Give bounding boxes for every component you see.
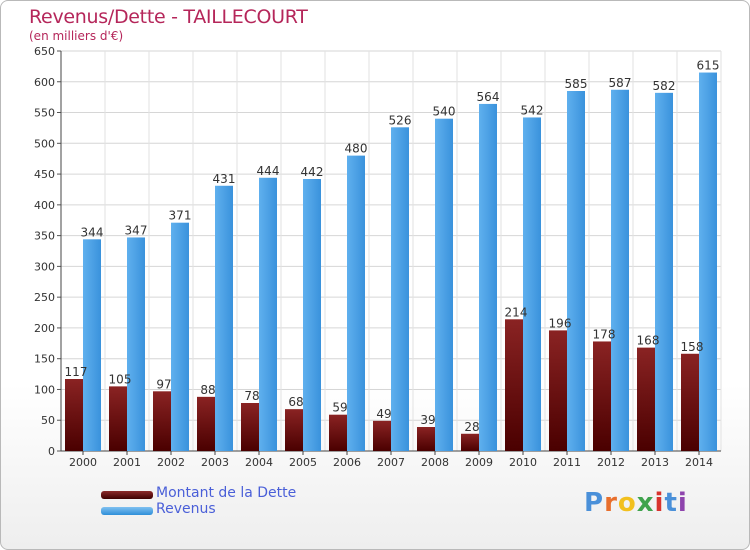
x-tick-label-2005: 2005 xyxy=(289,456,317,469)
x-tick-label-2004: 2004 xyxy=(245,456,273,469)
legend-label-debt: Montant de la Dette xyxy=(156,485,297,501)
bar-revenue-2009 xyxy=(479,103,497,451)
legend-label-revenue: Revenus xyxy=(156,501,216,517)
data-label-debt-2008: 39 xyxy=(420,413,435,427)
bar-revenue-2012 xyxy=(611,89,629,452)
y-tick-label: 450 xyxy=(34,168,55,181)
y-tick-label: 650 xyxy=(34,45,55,58)
data-label-debt-2005: 68 xyxy=(288,395,303,409)
data-label-debt-2000: 117 xyxy=(65,365,88,379)
x-tick-label-2007: 2007 xyxy=(377,456,405,469)
data-label-revenue-2009: 564 xyxy=(477,90,500,104)
x-tick-label-2003: 2003 xyxy=(201,456,229,469)
x-tick-label-2013: 2013 xyxy=(641,456,669,469)
bar-debt-2009 xyxy=(461,433,479,451)
y-tick-label: 150 xyxy=(34,353,55,366)
data-label-debt-2004: 78 xyxy=(244,389,259,403)
bar-revenue-2011 xyxy=(567,91,585,451)
bar-debt-2007 xyxy=(373,420,391,451)
data-label-revenue-2010: 542 xyxy=(521,103,544,117)
bar-debt-2003 xyxy=(197,396,215,451)
data-label-revenue-2011: 585 xyxy=(565,77,588,91)
data-label-debt-2003: 88 xyxy=(200,383,215,397)
bar-debt-2010 xyxy=(505,319,523,451)
bar-revenue-2002 xyxy=(171,222,189,451)
data-label-debt-2006: 59 xyxy=(332,401,347,415)
y-tick-label: 550 xyxy=(34,107,55,120)
data-label-debt-2014: 158 xyxy=(681,340,704,354)
bar-revenue-2010 xyxy=(523,117,541,451)
y-tick-label: 500 xyxy=(34,137,55,150)
bar-revenue-2006 xyxy=(347,155,365,451)
bar-debt-2002 xyxy=(153,391,171,451)
x-tick-label-2012: 2012 xyxy=(597,456,625,469)
bar-debt-2001 xyxy=(109,386,127,451)
data-label-debt-2002: 97 xyxy=(156,377,171,391)
chart-title: Revenus/Dette - TAILLECOURT xyxy=(29,6,308,28)
bar-revenue-2003 xyxy=(215,185,233,451)
x-tick-label-2009: 2009 xyxy=(465,456,493,469)
bar-debt-2011 xyxy=(549,330,567,451)
x-tick-label-2010: 2010 xyxy=(509,456,537,469)
y-tick-label: 300 xyxy=(34,260,55,273)
y-tick-label: 200 xyxy=(34,322,55,335)
bar-revenue-2014 xyxy=(699,72,717,452)
x-tick-label-2008: 2008 xyxy=(421,456,449,469)
data-label-revenue-2005: 442 xyxy=(301,165,324,179)
bar-debt-2004 xyxy=(241,403,259,451)
bar-debt-2000 xyxy=(65,379,83,451)
bar-revenue-2004 xyxy=(259,177,277,451)
bar-revenue-2013 xyxy=(655,92,673,451)
bar-revenue-2007 xyxy=(391,127,409,452)
data-label-revenue-2001: 347 xyxy=(125,223,148,237)
x-tick-label-2014: 2014 xyxy=(685,456,713,469)
data-label-debt-2009: 28 xyxy=(464,420,479,434)
data-label-revenue-2000: 344 xyxy=(81,225,104,239)
proxiti-logo: Proxiti xyxy=(584,488,688,518)
data-label-revenue-2004: 444 xyxy=(257,164,280,178)
y-tick-label: 400 xyxy=(34,199,55,212)
data-label-revenue-2008: 540 xyxy=(433,105,456,119)
bar-revenue-2005 xyxy=(303,179,321,451)
x-tick-label-2000: 2000 xyxy=(69,456,97,469)
bar-debt-2005 xyxy=(285,409,303,451)
y-tick-label: 250 xyxy=(34,291,55,304)
y-tick-label: 0 xyxy=(48,445,55,458)
chart-subtitle: (en milliers d'€) xyxy=(29,29,124,43)
bar-debt-2014 xyxy=(681,353,699,451)
y-tick-label: 350 xyxy=(34,230,55,243)
data-label-revenue-2013: 582 xyxy=(653,79,676,93)
bar-debt-2012 xyxy=(593,341,611,451)
data-label-debt-2001: 105 xyxy=(109,372,132,386)
bar-debt-2013 xyxy=(637,347,655,451)
data-label-revenue-2007: 526 xyxy=(389,113,412,127)
data-label-debt-2010: 214 xyxy=(505,305,528,319)
bar-revenue-2000 xyxy=(83,239,101,451)
data-label-revenue-2014: 615 xyxy=(697,59,720,73)
bar-debt-2006 xyxy=(329,414,347,451)
legend-swatch-debt xyxy=(101,491,153,499)
data-label-debt-2013: 168 xyxy=(637,334,660,348)
y-tick-label: 50 xyxy=(41,414,55,427)
data-label-debt-2011: 196 xyxy=(549,316,572,330)
y-tick-label: 100 xyxy=(34,383,55,396)
data-label-revenue-2002: 371 xyxy=(169,209,192,223)
x-tick-label-2011: 2011 xyxy=(553,456,581,469)
data-label-revenue-2003: 431 xyxy=(213,172,236,186)
bar-debt-2008 xyxy=(417,427,435,451)
x-tick-label-2002: 2002 xyxy=(157,456,185,469)
data-label-revenue-2012: 587 xyxy=(609,76,632,90)
x-tick-label-2001: 2001 xyxy=(113,456,141,469)
data-label-debt-2012: 178 xyxy=(593,327,616,341)
bar-revenue-2008 xyxy=(435,118,453,451)
bar-revenue-2001 xyxy=(127,237,145,451)
data-label-revenue-2006: 480 xyxy=(345,142,368,156)
x-tick-label-2006: 2006 xyxy=(333,456,361,469)
legend-swatch-revenue xyxy=(101,507,153,515)
y-tick-label: 600 xyxy=(34,76,55,89)
data-label-debt-2007: 49 xyxy=(376,407,391,421)
